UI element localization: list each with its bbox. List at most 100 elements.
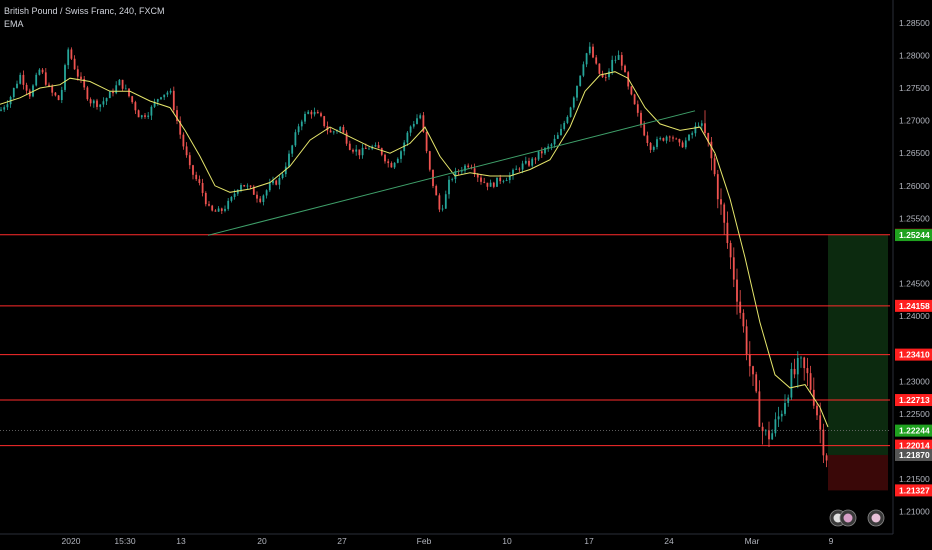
candle-body: [489, 182, 492, 187]
candle-body: [6, 104, 9, 108]
candle-body: [611, 59, 614, 72]
time-tick-label: Feb: [417, 536, 432, 546]
candle-body: [320, 113, 322, 117]
candle-body: [435, 186, 438, 196]
time-tick-label: Mar: [745, 536, 760, 546]
candle-body: [89, 99, 92, 104]
candle-body: [342, 126, 345, 133]
candle-body: [428, 151, 431, 170]
price-axis-label-bg: [895, 439, 932, 452]
take-profit-zone: [828, 235, 888, 455]
price-axis-label: 1.21327: [899, 485, 930, 495]
price-axis-label-bg: [895, 394, 932, 407]
candle-body: [16, 83, 18, 88]
candle-body: [790, 368, 793, 398]
candle-body: [518, 168, 521, 170]
candle-body: [198, 179, 201, 183]
candle-body: [697, 125, 700, 127]
candle-body: [361, 147, 364, 156]
price-axis-label-bg: [895, 229, 932, 242]
candle-body: [83, 78, 86, 88]
candle-body: [700, 123, 703, 126]
candle-body: [553, 138, 556, 145]
candle-body: [793, 368, 796, 375]
candle-body: [726, 222, 729, 244]
candle-body: [240, 184, 242, 190]
candle-body: [236, 189, 239, 194]
price-axis-label: 1.22244: [899, 426, 930, 436]
candle-body: [688, 134, 690, 141]
candle-body: [348, 143, 351, 150]
candle-body: [537, 151, 540, 160]
candle-body: [771, 433, 774, 440]
candle-body: [323, 116, 326, 127]
candle-body: [806, 368, 809, 374]
candle-body: [768, 430, 770, 440]
candle-body: [329, 130, 332, 133]
candle-body: [262, 195, 265, 202]
price-axis-label: 1.22713: [899, 395, 930, 405]
candle-body: [646, 135, 649, 143]
candle-body: [710, 141, 713, 159]
candle-body: [48, 84, 50, 87]
price-axis-label: 1.25244: [899, 230, 930, 240]
candle-body: [96, 100, 98, 107]
price-axis-label: 1.24158: [899, 301, 930, 311]
candle-body: [588, 46, 591, 54]
candle-body: [243, 184, 246, 187]
candle-body: [185, 146, 188, 156]
candle-body: [54, 92, 57, 96]
candle-body: [64, 65, 66, 90]
candle-body: [38, 69, 41, 75]
candle-body: [662, 138, 665, 141]
time-tick-label: 10: [502, 536, 512, 546]
candle-body: [643, 124, 646, 136]
candle-body: [704, 123, 706, 134]
candle-body: [208, 204, 210, 206]
candle-body: [358, 149, 361, 156]
candle-body: [473, 168, 476, 175]
candle-body: [739, 301, 742, 313]
candle-body: [787, 397, 790, 403]
time-tick-label: 9: [829, 536, 834, 546]
price-axis-label-bg: [895, 484, 932, 497]
candle-body: [108, 91, 111, 99]
candle-body: [601, 73, 604, 78]
price-tick-label: 1.25500: [899, 213, 930, 223]
candle-body: [393, 162, 396, 168]
candle-body: [496, 177, 498, 187]
candle-body: [22, 74, 25, 85]
candle-body: [444, 194, 447, 209]
candle-body: [745, 326, 748, 355]
candle-body: [652, 146, 655, 150]
candle-body: [598, 63, 601, 74]
candle-body: [144, 115, 146, 117]
candle-body: [316, 111, 319, 114]
candle-body: [454, 171, 457, 180]
candle-body: [380, 148, 383, 155]
candle-body: [147, 115, 150, 117]
candle-body: [774, 419, 777, 434]
candle-body: [387, 161, 390, 164]
time-tick-label: 2020: [62, 536, 81, 546]
candle-body: [128, 88, 130, 97]
candle-body: [118, 79, 121, 86]
candle-body: [19, 74, 22, 84]
candle-body: [44, 72, 47, 85]
candle-body: [409, 126, 412, 133]
candle-body: [377, 145, 380, 149]
price-tick-label: 1.23000: [899, 376, 930, 386]
price-axis-label-bg: [895, 299, 932, 312]
candle-body: [486, 182, 489, 187]
candle-body: [224, 208, 226, 211]
candle-body: [752, 366, 754, 375]
candle-body: [80, 76, 82, 79]
price-tick-label: 1.27000: [899, 116, 930, 126]
candle-body: [816, 405, 818, 416]
time-tick-label: 24: [664, 536, 674, 546]
candle-body: [176, 110, 178, 121]
candle-body: [419, 115, 422, 119]
candle-body: [307, 111, 310, 114]
candle-body: [70, 49, 73, 59]
